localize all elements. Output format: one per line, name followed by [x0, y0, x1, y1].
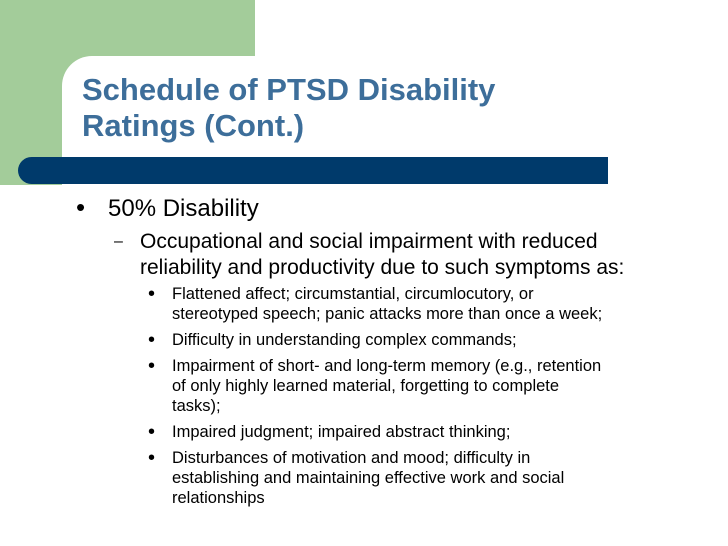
- title-underline-bar: [18, 157, 608, 184]
- dash-icon: –: [114, 233, 123, 250]
- list-item: • Disturbances of motivation and mood; d…: [148, 448, 718, 508]
- slide-title-text: Schedule of PTSD Disability Ratings (Con…: [82, 72, 496, 143]
- symptom-list: • Flattened affect; circumstantial, circ…: [148, 284, 718, 514]
- bullet-dot-icon: •: [148, 447, 156, 469]
- list-item: • Flattened affect; circumstantial, circ…: [148, 284, 718, 324]
- list-item-text: Disturbances of motivation and mood; dif…: [172, 449, 565, 507]
- list-item-text: Difficulty in understanding complex comm…: [172, 331, 517, 349]
- bullet-dot-icon: •: [148, 355, 156, 377]
- list-item: • Difficulty in understanding complex co…: [148, 330, 718, 350]
- list-item: • Impairment of short- and long-term mem…: [148, 356, 718, 416]
- list-item-text: Impairment of short- and long-term memor…: [172, 357, 602, 415]
- slide-title: Schedule of PTSD Disability Ratings (Con…: [82, 72, 495, 144]
- bullet-dot-icon: •: [148, 283, 156, 305]
- bullet-level-1: • 50% Disability: [76, 193, 259, 223]
- filled-circle-icon: •: [76, 192, 86, 222]
- list-item: • Impaired judgment; impaired abstract t…: [148, 422, 718, 442]
- list-item-text: Impaired judgment; impaired abstract thi…: [172, 423, 511, 441]
- bullet-level-2-text: Occupational and social impairment with …: [140, 230, 625, 279]
- bullet-level-2: – Occupational and social impairment wit…: [114, 229, 714, 281]
- bullet-dot-icon: •: [148, 421, 156, 443]
- bullet-dot-icon: •: [148, 329, 156, 351]
- bullet-level-1-text: 50% Disability: [108, 195, 259, 222]
- list-item-text: Flattened affect; circumstantial, circum…: [172, 285, 603, 323]
